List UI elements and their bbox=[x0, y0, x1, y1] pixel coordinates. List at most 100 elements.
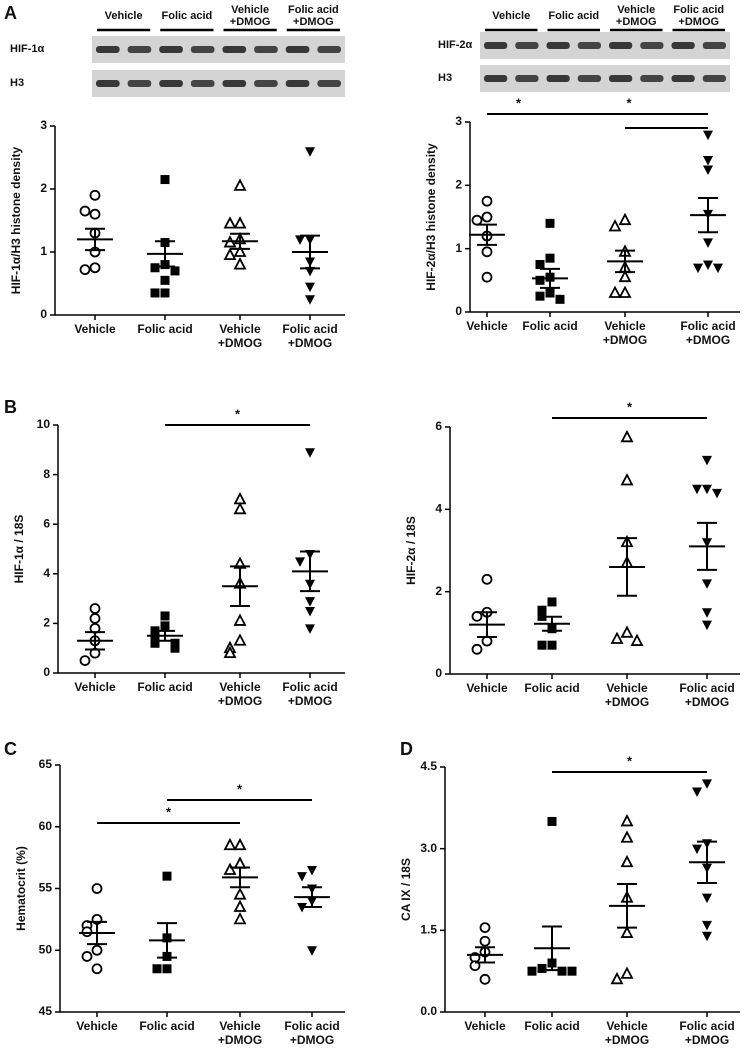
point bbox=[233, 837, 247, 851]
y-axis-label: CA IX / 18S bbox=[399, 858, 413, 921]
point bbox=[537, 605, 547, 615]
x-tick-label: Folic acid bbox=[139, 1019, 195, 1033]
blot-band bbox=[671, 42, 695, 49]
point bbox=[692, 484, 702, 495]
blot-band bbox=[577, 75, 601, 82]
y-tick-label: 4 bbox=[435, 502, 442, 516]
point bbox=[692, 844, 702, 855]
point bbox=[692, 787, 702, 797]
point bbox=[89, 613, 101, 624]
point bbox=[481, 271, 493, 283]
point bbox=[545, 253, 555, 263]
y-tick-label: 4.5 bbox=[420, 759, 437, 773]
point bbox=[618, 285, 632, 298]
x-tick-label: Vehicle bbox=[466, 681, 508, 695]
x-tick-label: Folic acid +DMOG bbox=[679, 1019, 735, 1047]
y-axis-label: HIF-2α / 18S bbox=[404, 516, 418, 585]
point bbox=[305, 607, 315, 617]
x-tick-label-box: Folic acid +DMOG bbox=[679, 1019, 735, 1047]
point bbox=[81, 951, 93, 962]
y-axis-label: Hematocrit (%) bbox=[14, 846, 28, 931]
point bbox=[535, 291, 545, 301]
y-tick-label: 60 bbox=[39, 819, 53, 833]
y-tick-label: 65 bbox=[39, 757, 53, 771]
point bbox=[223, 862, 237, 875]
point bbox=[223, 645, 237, 659]
y-tick-label: 1 bbox=[40, 244, 47, 258]
point bbox=[527, 966, 537, 976]
x-tick-label: Folic acid bbox=[524, 1019, 580, 1033]
x-tick-label-box: Vehicle bbox=[466, 319, 507, 333]
x-tick-label: Vehicle bbox=[76, 1019, 118, 1033]
blot-band bbox=[190, 80, 215, 87]
blot-lane-label-box: Folic acid +DMOG bbox=[288, 4, 339, 28]
blot-row-label: H3 bbox=[438, 72, 452, 84]
point bbox=[555, 294, 565, 304]
point bbox=[307, 946, 317, 956]
point bbox=[233, 257, 247, 270]
blot-row-label: HIF-1α bbox=[10, 43, 45, 55]
blot-band bbox=[159, 46, 183, 53]
blot-lane-label-box: Folic acid bbox=[162, 10, 213, 22]
point bbox=[223, 837, 237, 851]
x-tick-label-box: Vehicle bbox=[76, 1019, 118, 1033]
blot-lane-label: Folic acid bbox=[548, 10, 600, 22]
blot-band bbox=[484, 75, 508, 82]
point bbox=[295, 235, 305, 245]
blot-lane-label-box: Folic acid bbox=[548, 10, 600, 22]
x-tick-label-box: Vehicle +DMOG bbox=[218, 322, 262, 350]
point bbox=[150, 633, 160, 643]
point bbox=[305, 295, 315, 305]
x-tick-label-box: Vehicle +DMOG bbox=[605, 681, 649, 709]
blot-band bbox=[190, 46, 215, 53]
blot-band bbox=[577, 42, 601, 49]
point bbox=[703, 156, 713, 166]
x-tick-label-box: Vehicle +DMOG bbox=[218, 1019, 262, 1047]
x-tick-label: Folic acid bbox=[137, 680, 193, 694]
point bbox=[702, 579, 712, 589]
blot-lane-label: Vehicle bbox=[104, 10, 143, 22]
blot-lane-label: Vehicle bbox=[492, 10, 531, 22]
point bbox=[91, 944, 103, 956]
point bbox=[620, 854, 634, 868]
point bbox=[297, 872, 307, 882]
y-tick-label: 8 bbox=[43, 467, 50, 481]
point bbox=[79, 205, 91, 217]
point bbox=[233, 501, 247, 515]
point bbox=[620, 625, 634, 638]
blot-lane-label-box: Vehicle bbox=[492, 10, 531, 22]
significance-label: * bbox=[235, 406, 241, 421]
x-tick-label-box: Folic acid +DMOG bbox=[284, 1019, 339, 1047]
y-tick-label: 0 bbox=[435, 666, 442, 680]
significance-label: * bbox=[166, 804, 172, 819]
point bbox=[233, 887, 247, 900]
x-tick-label-box: Vehicle +DMOG bbox=[603, 319, 647, 347]
point bbox=[471, 643, 483, 655]
point bbox=[481, 211, 493, 223]
significance-label: * bbox=[626, 95, 632, 110]
point bbox=[160, 175, 170, 185]
significance-label: * bbox=[627, 753, 633, 768]
y-tick-label: 0 bbox=[43, 665, 50, 679]
point bbox=[89, 189, 101, 201]
blot-band bbox=[317, 46, 341, 53]
significance-label: * bbox=[516, 95, 522, 110]
point bbox=[89, 208, 101, 220]
point bbox=[620, 473, 634, 486]
point bbox=[233, 216, 247, 229]
point bbox=[305, 282, 315, 293]
point bbox=[91, 963, 103, 975]
x-tick-label: Folic acid bbox=[137, 322, 193, 336]
point bbox=[713, 263, 723, 274]
point bbox=[150, 638, 160, 648]
x-tick-label-box: Folic acid bbox=[139, 1019, 195, 1033]
blot-band bbox=[515, 75, 539, 82]
blot-lane-label: Folic acid +DMOG bbox=[288, 4, 339, 28]
y-tick-label: 6 bbox=[43, 516, 50, 530]
y-tick-label: 10 bbox=[37, 417, 51, 431]
blot-band bbox=[546, 75, 570, 82]
point bbox=[630, 633, 644, 646]
point bbox=[610, 971, 624, 985]
point bbox=[479, 973, 491, 985]
x-tick-label: Folic acid +DMOG bbox=[282, 322, 338, 350]
